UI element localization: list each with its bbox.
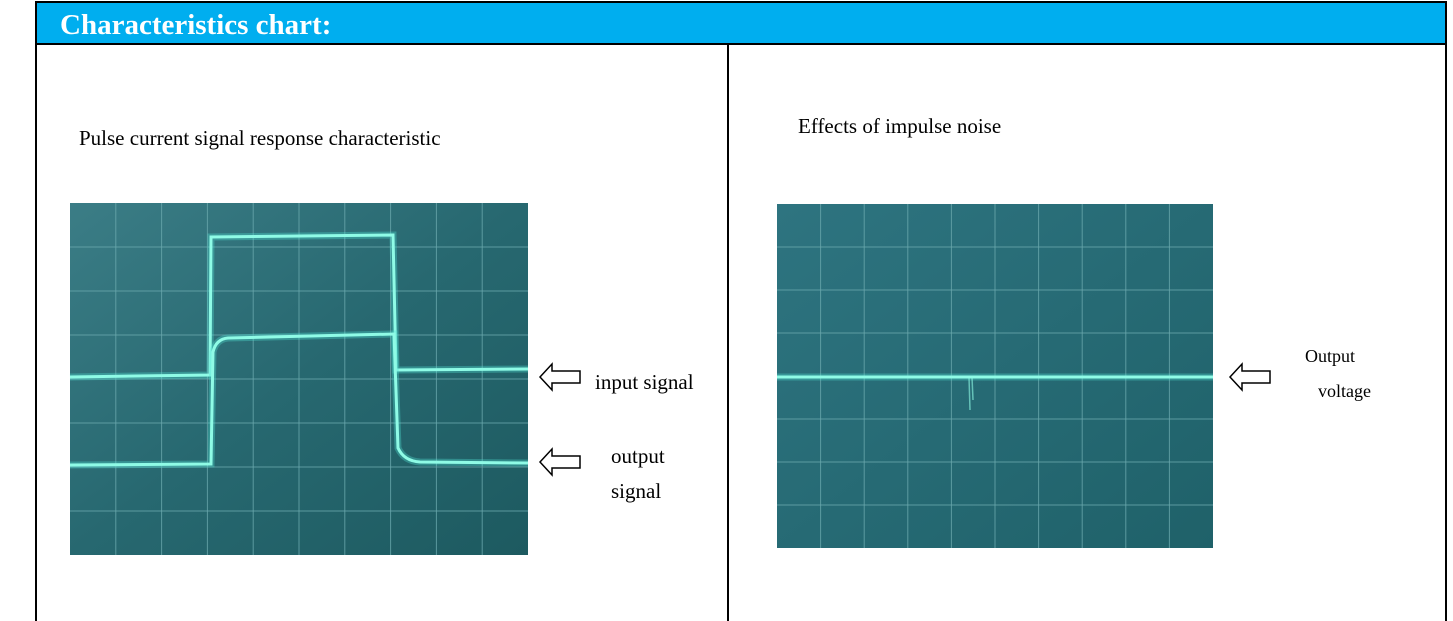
- panel-title: Pulse current signal response characteri…: [79, 126, 441, 150]
- signal-label: voltage: [1318, 381, 1371, 401]
- arrow: [538, 447, 581, 477]
- arrow: [1228, 362, 1271, 392]
- panel-title: Effects of impulse noise: [798, 114, 1001, 138]
- scope-image: [777, 204, 1213, 548]
- header-title: Characteristics chart:: [60, 9, 331, 41]
- scope-image: [69, 203, 529, 555]
- signal-label: input signal: [595, 370, 694, 394]
- header-bar: [35, 1, 1447, 45]
- signal-label: output: [611, 444, 665, 468]
- signal-label: signal: [611, 479, 661, 503]
- arrow: [538, 362, 581, 392]
- signal-label: Output: [1305, 346, 1355, 366]
